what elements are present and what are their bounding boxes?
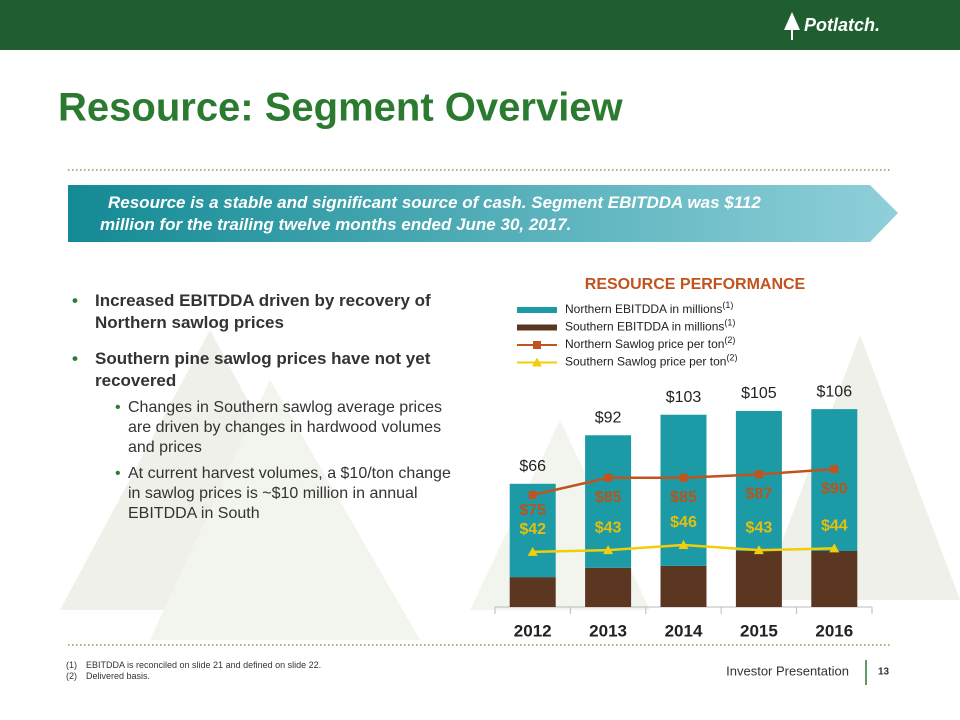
- legend-marker: [533, 341, 541, 349]
- logo-icon: [791, 30, 793, 40]
- data-label: $42: [519, 521, 546, 538]
- sub-bullet: At current harvest volumes, a $10/ton ch…: [105, 464, 467, 524]
- data-label: $43: [595, 519, 622, 536]
- legend-label: Southern Sawlog price per ton(2): [565, 353, 737, 369]
- bar: [585, 567, 632, 607]
- chart-title: RESOURCE PERFORMANCE: [585, 276, 806, 293]
- legend-note: (1): [722, 300, 733, 310]
- banner-arrow: [68, 185, 898, 242]
- legend-note: (2): [724, 335, 735, 345]
- bar: [811, 409, 858, 551]
- data-label: $90: [821, 480, 848, 497]
- footnote-marker: (1): [66, 660, 77, 670]
- footnote-marker: (2): [66, 671, 77, 681]
- slide-title: Resource: Segment Overview: [58, 86, 624, 130]
- total-label: $66: [519, 458, 546, 475]
- bullet-list: Increased EBITDDA driven by recovery of …: [72, 290, 467, 538]
- data-label: $85: [670, 489, 697, 506]
- marker: [678, 539, 689, 549]
- tree-decor: [760, 335, 960, 600]
- total-label: $103: [666, 389, 702, 406]
- x-tick-label: 2014: [665, 621, 703, 640]
- marker: [603, 545, 614, 555]
- bullet-text: Increased EBITDDA driven by recovery of …: [95, 291, 431, 332]
- bullet: Increased EBITDDA driven by recovery of …: [72, 290, 467, 334]
- marker: [527, 546, 538, 556]
- legend-text: Southern Sawlog price per ton: [565, 355, 726, 369]
- page-number: 13: [878, 667, 890, 678]
- legend-text: Northern EBITDDA in millions: [565, 302, 722, 316]
- x-tick-label: 2016: [815, 621, 853, 640]
- bullet: Southern pine sawlog prices have not yet…: [72, 348, 467, 524]
- marker: [830, 465, 839, 474]
- footer-label: Investor Presentation: [726, 663, 849, 678]
- bar: [735, 411, 782, 551]
- legend-marker: [532, 357, 542, 367]
- bar: [660, 565, 707, 607]
- bullet-text: Southern pine sawlog prices have not yet…: [95, 349, 431, 390]
- marker: [604, 473, 613, 482]
- top-band: [0, 0, 960, 50]
- legend-label: Southern EBITDDA in millions(1): [565, 318, 735, 334]
- banner-text: Resource is a stable and significant sou…: [100, 193, 761, 234]
- legend-note: (1): [724, 318, 735, 328]
- bar: [811, 551, 858, 607]
- logo: Potlatch.: [804, 15, 880, 35]
- legend-note: (2): [726, 353, 737, 363]
- bar: [735, 551, 782, 607]
- total-label: $105: [741, 385, 777, 402]
- legend-label: Northern EBITDDA in millions(1): [565, 300, 733, 316]
- logo-icon: [784, 12, 800, 30]
- legend-label: Northern Sawlog price per ton(2): [565, 335, 735, 351]
- legend-text: Northern Sawlog price per ton: [565, 337, 724, 351]
- marker: [753, 545, 764, 555]
- marker: [754, 470, 763, 479]
- data-label: $43: [746, 519, 773, 536]
- total-label: $92: [595, 409, 622, 426]
- x-tick-label: 2012: [514, 621, 552, 640]
- x-tick-label: 2013: [589, 621, 627, 640]
- data-label: $75: [519, 502, 546, 519]
- data-label: $46: [670, 514, 697, 531]
- marker: [679, 473, 688, 482]
- chart: 2012 2013 2014 2015 2016 Northern EBITDDA in …: [494, 300, 873, 640]
- marker: [528, 491, 537, 499]
- bar: [509, 483, 556, 578]
- x-tick-label: 2015: [740, 621, 778, 640]
- data-label: $85: [595, 489, 622, 506]
- footnote-text: EBITDDA is reconciled on slide 21 and de…: [86, 660, 322, 670]
- data-label: $44: [821, 518, 848, 535]
- footnote-text: Delivered basis.: [86, 671, 151, 681]
- sub-bullet: Changes in Southern sawlog average price…: [105, 398, 467, 458]
- bar: [509, 577, 556, 607]
- marker: [829, 543, 840, 553]
- legend-text: Southern EBITDDA in millions: [565, 320, 724, 334]
- total-label: $106: [817, 383, 853, 400]
- data-label: $87: [746, 486, 773, 503]
